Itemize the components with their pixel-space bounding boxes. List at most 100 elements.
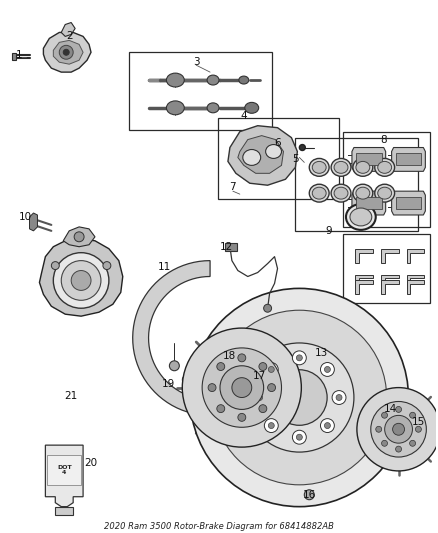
Polygon shape — [355, 249, 373, 263]
Circle shape — [232, 378, 252, 398]
Circle shape — [217, 362, 225, 370]
Ellipse shape — [207, 103, 219, 113]
Circle shape — [293, 351, 306, 365]
Polygon shape — [352, 191, 386, 215]
Circle shape — [63, 50, 69, 55]
Circle shape — [293, 430, 306, 444]
Circle shape — [396, 407, 402, 413]
Polygon shape — [355, 280, 373, 294]
Circle shape — [381, 440, 388, 446]
Ellipse shape — [166, 73, 184, 87]
Circle shape — [376, 426, 381, 432]
Circle shape — [415, 426, 421, 432]
Circle shape — [74, 232, 84, 242]
Circle shape — [238, 354, 246, 362]
Circle shape — [259, 362, 267, 370]
Text: 8: 8 — [380, 135, 387, 144]
Polygon shape — [381, 249, 399, 263]
Circle shape — [182, 328, 301, 447]
Polygon shape — [133, 261, 277, 415]
Text: DOT
4: DOT 4 — [57, 465, 71, 475]
Circle shape — [272, 370, 327, 425]
Circle shape — [170, 361, 179, 371]
Polygon shape — [238, 135, 283, 173]
Circle shape — [59, 45, 73, 59]
Circle shape — [217, 405, 225, 413]
Circle shape — [51, 262, 59, 270]
Ellipse shape — [312, 161, 326, 173]
Circle shape — [61, 261, 101, 300]
Ellipse shape — [312, 187, 326, 199]
Circle shape — [245, 343, 354, 452]
Ellipse shape — [356, 187, 370, 199]
Circle shape — [336, 394, 342, 400]
Text: 13: 13 — [314, 348, 328, 358]
Circle shape — [190, 288, 409, 507]
Bar — [47, 455, 81, 485]
Circle shape — [208, 384, 216, 392]
Polygon shape — [352, 148, 386, 171]
Polygon shape — [396, 154, 421, 165]
Circle shape — [202, 348, 282, 427]
Circle shape — [299, 144, 305, 150]
Text: 18: 18 — [223, 351, 237, 361]
Polygon shape — [356, 197, 381, 209]
Ellipse shape — [353, 184, 373, 202]
Ellipse shape — [207, 75, 219, 85]
Text: 9: 9 — [326, 226, 332, 236]
Polygon shape — [406, 274, 424, 288]
Text: 6: 6 — [274, 138, 281, 148]
Text: 17: 17 — [253, 370, 266, 381]
Ellipse shape — [265, 144, 282, 158]
Circle shape — [253, 391, 267, 405]
Circle shape — [410, 440, 416, 446]
Text: 5: 5 — [292, 155, 299, 164]
Polygon shape — [46, 445, 83, 507]
Circle shape — [410, 412, 416, 418]
Circle shape — [392, 423, 405, 435]
Ellipse shape — [356, 161, 370, 173]
Ellipse shape — [245, 102, 259, 114]
Circle shape — [238, 414, 246, 421]
Circle shape — [396, 446, 402, 452]
Text: 21: 21 — [64, 391, 78, 400]
Text: 2020 Ram 3500 Rotor-Brake Diagram for 68414882AB: 2020 Ram 3500 Rotor-Brake Diagram for 68… — [104, 521, 334, 530]
Polygon shape — [356, 154, 381, 165]
Circle shape — [53, 253, 109, 308]
Circle shape — [332, 391, 346, 405]
Circle shape — [264, 304, 272, 312]
Text: 3: 3 — [193, 57, 199, 67]
Polygon shape — [396, 197, 421, 209]
Circle shape — [265, 362, 278, 376]
Ellipse shape — [309, 184, 329, 202]
Polygon shape — [53, 41, 83, 64]
Text: 10: 10 — [19, 212, 32, 222]
Text: 19: 19 — [162, 378, 175, 389]
Circle shape — [220, 366, 264, 409]
Ellipse shape — [331, 184, 351, 202]
Ellipse shape — [331, 158, 351, 176]
Ellipse shape — [239, 76, 249, 84]
Circle shape — [371, 401, 426, 457]
Ellipse shape — [334, 187, 348, 199]
Ellipse shape — [375, 158, 395, 176]
Circle shape — [268, 423, 274, 429]
Text: 14: 14 — [384, 405, 397, 415]
Circle shape — [385, 415, 413, 443]
Text: 4: 4 — [240, 111, 247, 121]
Ellipse shape — [375, 184, 395, 202]
Circle shape — [71, 271, 91, 290]
Polygon shape — [392, 191, 425, 215]
Polygon shape — [392, 148, 425, 171]
Circle shape — [325, 423, 330, 429]
Text: 16: 16 — [303, 490, 316, 500]
Polygon shape — [61, 22, 75, 36]
Circle shape — [103, 262, 111, 270]
Text: 15: 15 — [412, 417, 425, 427]
Polygon shape — [29, 213, 38, 231]
Circle shape — [297, 434, 302, 440]
Circle shape — [268, 367, 274, 373]
Ellipse shape — [378, 187, 392, 199]
Polygon shape — [43, 33, 91, 72]
Circle shape — [297, 355, 302, 361]
